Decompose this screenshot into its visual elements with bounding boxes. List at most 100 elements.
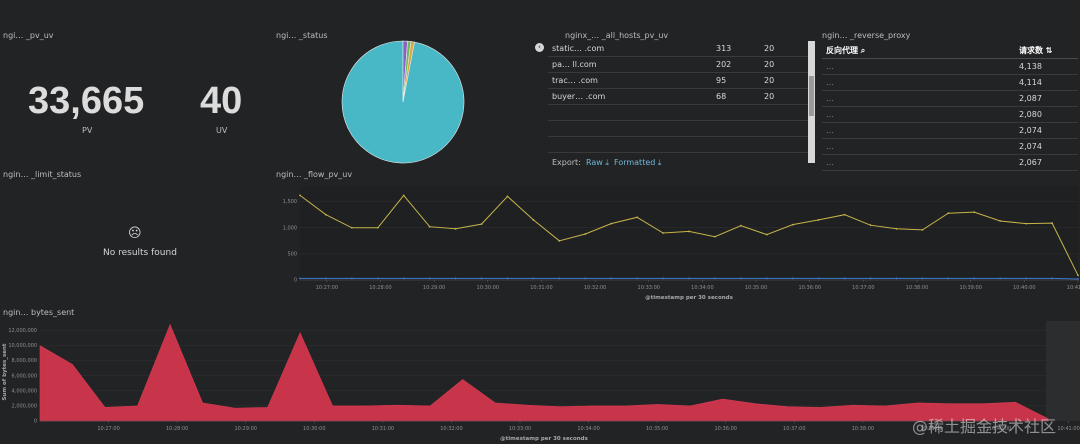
count-cell: 4,138: [1015, 58, 1078, 75]
data-point: [973, 277, 976, 280]
uv-value: 40: [200, 80, 243, 122]
data-point: [402, 277, 405, 280]
count-cell: 2,074: [1015, 122, 1078, 139]
sort-icon[interactable]: ⇅: [1045, 45, 1053, 55]
count-cell: 2,087: [1015, 90, 1078, 107]
count-cell: 2,074: [1015, 138, 1078, 155]
count-cell: 2,080: [1015, 106, 1078, 123]
hosts-table-scrollbar[interactable]: [808, 41, 815, 163]
x-tick-label: 10:34:00: [577, 426, 599, 432]
hosts-table: static… .com 313 20 pa… ll.com 202 20 trac… .c…: [548, 41, 808, 153]
flow-line-chart: 0 500 1,000 1,500 10:27:00 10:28:00 10:29:00 10…: [283, 186, 1080, 301]
data-point: [376, 277, 379, 280]
data-point: [662, 232, 664, 234]
data-point: [765, 233, 768, 236]
pv-cell: 313: [712, 41, 760, 57]
y-tick-label: 6,000,000: [12, 373, 37, 379]
data-point: [299, 277, 301, 280]
table-row[interactable]: … 4,138: [822, 58, 1078, 75]
flow-panel: ngin… _flow_pv_uv 0 500 1,000 1,500 10:27:00…: [270, 168, 1080, 305]
y-tick-label: 1,000: [283, 225, 297, 231]
data-point: [1051, 277, 1053, 280]
x-tick-label: 10:32:00: [440, 426, 462, 432]
data-point: [506, 195, 509, 198]
data-point: [714, 277, 716, 280]
table-row[interactable]: pa… ll.com 202 20: [548, 56, 808, 73]
bytes-area-chart: 0 2,000,000 4,000,000 6,000,000 8,000,000 10,…: [2, 321, 1080, 442]
pv-cell: 68: [712, 88, 760, 105]
table-row[interactable]: … 4,114: [822, 74, 1078, 91]
data-point: [1051, 222, 1053, 224]
x-tick-label: 10:28:00: [166, 426, 188, 432]
data-point: [454, 277, 457, 280]
data-point: [428, 225, 431, 228]
export-bar: Export: Raw ⤓ Formatted ⤓: [552, 158, 661, 168]
table-row[interactable]: … 2,074: [822, 122, 1078, 139]
data-point: [688, 277, 690, 280]
panel-title: ngi… _pv_uv: [3, 31, 54, 40]
search-icon[interactable]: ⌕: [860, 45, 866, 55]
table-row[interactable]: buyer… .com 68 20: [548, 88, 808, 105]
data-point: [843, 277, 846, 280]
x-tick-label: 10:35:00: [646, 426, 668, 432]
pv-value: 33,665: [28, 80, 145, 122]
x-tick-label: 10:38:00: [906, 285, 928, 291]
table-row[interactable]: … 2,080: [822, 106, 1078, 123]
y-tick-label: 0: [34, 419, 37, 425]
export-raw-link[interactable]: Raw: [585, 158, 603, 167]
data-point: [947, 212, 950, 215]
table-row[interactable]: trac… .com 95 20: [548, 72, 808, 89]
data-point: [636, 277, 639, 280]
uv-cell: 20: [760, 56, 808, 73]
x-tick-label: 10:33:00: [638, 285, 660, 291]
proxy-cell: …: [822, 154, 1015, 171]
count-column-header[interactable]: 请求数 ⇅: [1015, 42, 1078, 59]
data-point: [325, 277, 327, 280]
data-point: [506, 277, 509, 280]
data-point: [869, 277, 872, 280]
legend-collapsed-strip: [1046, 321, 1080, 421]
collapse-arrow-icon[interactable]: ‹: [535, 43, 544, 52]
y-tick-label: 10,000,000: [8, 343, 37, 349]
data-point: [739, 277, 742, 280]
data-point: [350, 226, 353, 229]
series-area-bytes_sent: [39, 323, 1049, 422]
panel-title: ngin… _limit_status: [3, 170, 82, 179]
x-tick-label: 10:34:00: [691, 285, 713, 291]
data-point: [947, 277, 950, 280]
x-axis-title: @timestamp per 30 seconds: [500, 436, 588, 442]
x-tick-label: 10:31:00: [372, 426, 394, 432]
data-point: [765, 277, 768, 280]
x-tick-label: 10:35:00: [745, 285, 767, 291]
host-cell: static… .com: [548, 41, 712, 57]
data-point: [869, 224, 872, 227]
data-point: [532, 219, 535, 221]
data-point: [325, 213, 327, 216]
limit-status-panel: ngin… _limit_status ☹ No results found: [0, 168, 270, 303]
export-label: Export:: [552, 158, 581, 167]
x-tick-label: 10:41:00: [1067, 285, 1080, 291]
x-tick-label: 10:29:00: [423, 285, 445, 291]
export-formatted-link[interactable]: Formatted: [614, 158, 656, 167]
data-point: [843, 213, 846, 216]
data-point: [584, 233, 587, 235]
data-point: [739, 224, 742, 227]
data-point: [610, 222, 613, 225]
uv-label: UV: [216, 126, 228, 135]
x-tick-label: 10:27:00: [97, 426, 119, 432]
x-tick-label: 10:31:00: [530, 285, 552, 291]
table-row[interactable]: static… .com 313 20: [548, 41, 808, 57]
x-tick-label: 10:40:00: [1013, 285, 1035, 291]
data-point: [636, 216, 639, 219]
table-row[interactable]: … 2,074: [822, 138, 1078, 155]
pie-slice: [402, 41, 415, 103]
x-tick-label: 10:36:00: [714, 426, 736, 432]
proxy-column-header[interactable]: 反向代理 ⌕: [822, 42, 1015, 59]
table-row[interactable]: … 2,087: [822, 90, 1078, 107]
proxy-table: 反向代理 ⌕ 请求数 ⇅ … 4,138… 4,114… 2,087… 2,080… 2,…: [822, 42, 1078, 171]
table-row[interactable]: … 2,067: [822, 154, 1078, 171]
table-row-empty: [548, 136, 808, 153]
host-cell: trac… .com: [548, 72, 712, 89]
proxy-cell: …: [822, 58, 1015, 75]
uv-cell: 20: [760, 72, 808, 89]
